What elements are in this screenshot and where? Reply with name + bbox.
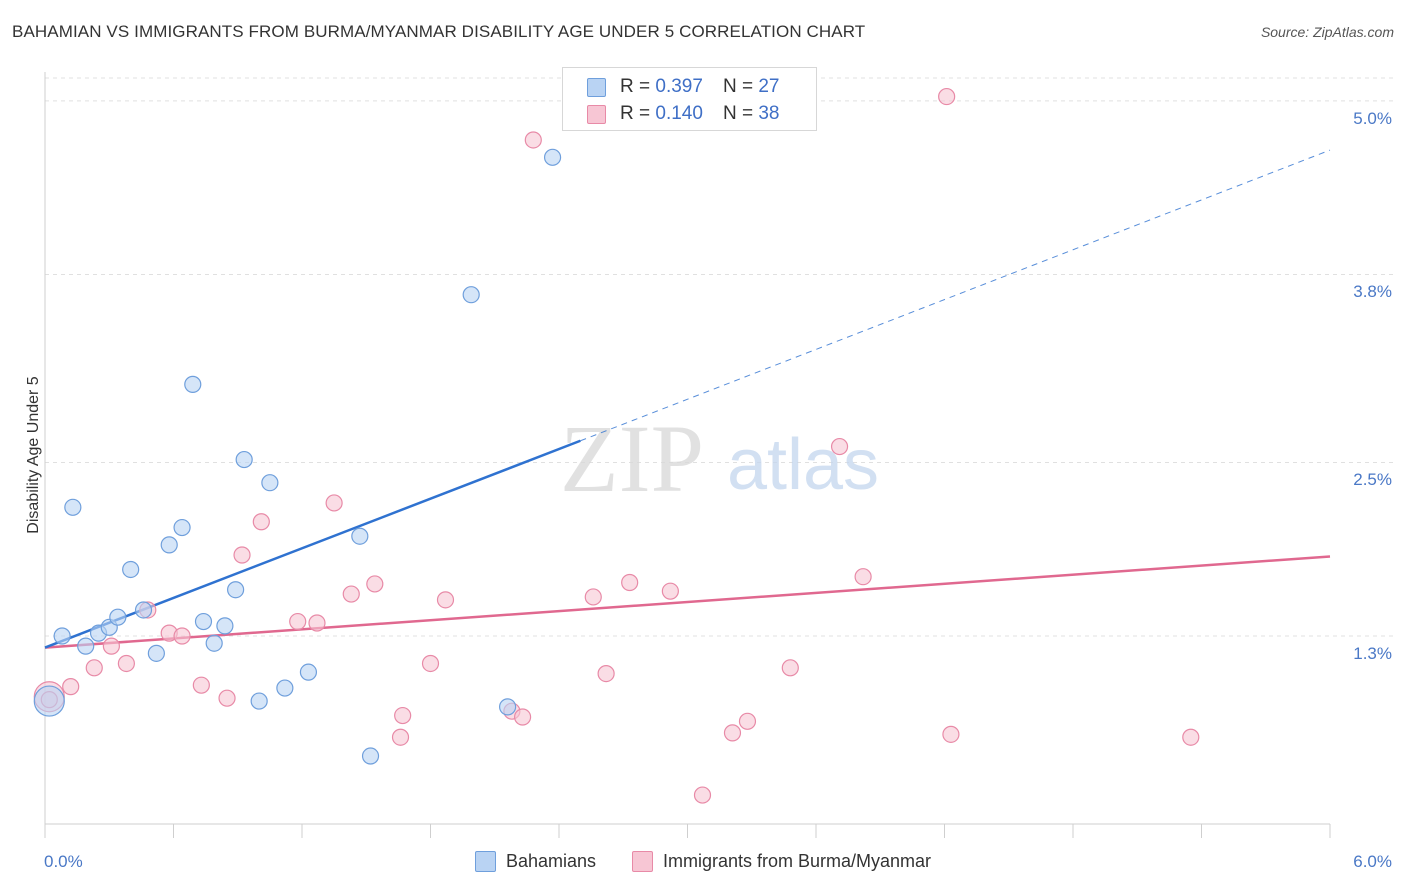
chart-source: Source: ZipAtlas.com bbox=[1260, 24, 1394, 40]
series-swatch-pink bbox=[632, 851, 653, 872]
point-burma bbox=[62, 678, 80, 696]
point-bahamians bbox=[276, 679, 294, 697]
legend-r-label: R = bbox=[620, 103, 651, 124]
point-burma bbox=[233, 546, 251, 564]
legend-r-label: R = bbox=[620, 76, 651, 97]
legend-r-value: 0.140 bbox=[655, 103, 703, 124]
point-bahamians bbox=[205, 634, 223, 652]
correlation-legend: R = 0.397 N = 27 R = 0.140 N = 38 bbox=[562, 67, 817, 131]
chart-title: BAHAMIAN VS IMMIGRANTS FROM BURMA/MYANMA… bbox=[12, 22, 866, 41]
point-burma bbox=[117, 654, 135, 673]
trend-lines bbox=[44, 149, 1331, 649]
point-burma bbox=[252, 513, 270, 531]
point-burma bbox=[584, 588, 602, 606]
point-burma bbox=[781, 659, 799, 677]
point-bahamians bbox=[160, 536, 178, 554]
trend-line-bahamians bbox=[44, 439, 581, 649]
point-bahamians bbox=[250, 692, 268, 710]
point-burma bbox=[854, 568, 872, 586]
point-bahamians bbox=[462, 286, 480, 304]
legend-row-burma: R = 0.140 N = 38 bbox=[587, 102, 779, 126]
point-bahamians bbox=[53, 627, 71, 645]
point-bahamians bbox=[64, 498, 82, 516]
point-burma bbox=[289, 612, 307, 631]
legend-n-label: N = bbox=[722, 76, 754, 97]
point-burma bbox=[421, 654, 440, 673]
point-bahamians bbox=[33, 685, 65, 717]
point-bahamians bbox=[543, 148, 562, 166]
legend-row-bahamians: R = 0.397 N = 27 bbox=[587, 75, 779, 99]
point-bahamians bbox=[261, 474, 279, 492]
legend-swatch-blue bbox=[587, 77, 606, 97]
series-label: Immigrants from Burma/Myanmar bbox=[663, 851, 932, 871]
point-bahamians bbox=[216, 617, 234, 635]
axes bbox=[44, 72, 1331, 838]
y-tick-label: 5.0% bbox=[1353, 108, 1392, 128]
point-burma bbox=[394, 706, 412, 725]
point-burma bbox=[738, 712, 757, 730]
point-burma bbox=[513, 708, 532, 726]
watermark-zip: ZIP bbox=[560, 405, 704, 512]
x-tick-left: 0.0% bbox=[44, 852, 83, 871]
y-tick-label: 2.5% bbox=[1353, 470, 1392, 490]
point-bahamians bbox=[122, 560, 140, 579]
point-bahamians bbox=[351, 527, 369, 545]
point-burma bbox=[342, 585, 360, 603]
point-bahamians bbox=[235, 450, 253, 469]
trend-line-bahamians-extension bbox=[580, 149, 1331, 442]
point-burma bbox=[192, 676, 210, 694]
series-swatch-blue bbox=[474, 851, 496, 872]
point-burma bbox=[723, 724, 742, 742]
point-burma bbox=[366, 575, 384, 593]
trend-line-burma bbox=[44, 555, 1331, 649]
legend-swatch-pink bbox=[587, 104, 606, 124]
point-burma bbox=[597, 664, 615, 683]
point-burma bbox=[102, 637, 120, 655]
point-burma bbox=[830, 437, 849, 456]
point-bahamians bbox=[194, 612, 213, 631]
point-bahamians bbox=[134, 601, 153, 619]
legend-n-value: 38 bbox=[758, 103, 780, 124]
point-burma bbox=[173, 627, 191, 645]
point-burma bbox=[938, 87, 956, 106]
point-burma bbox=[942, 725, 960, 743]
x-tick-right: 6.0% bbox=[1353, 852, 1392, 871]
point-burma bbox=[661, 582, 679, 600]
point-burma bbox=[308, 614, 326, 632]
y-tick-label: 3.8% bbox=[1353, 282, 1392, 302]
point-bahamians bbox=[109, 608, 127, 626]
point-bahamians bbox=[299, 663, 318, 681]
point-burma bbox=[524, 131, 542, 149]
watermark-atlas: atlas bbox=[727, 425, 879, 505]
data-points bbox=[33, 87, 1200, 804]
legend-n-label: N = bbox=[722, 103, 754, 124]
point-burma bbox=[693, 786, 712, 804]
point-bahamians bbox=[173, 518, 191, 537]
series-legend: Bahamians Immigrants from Burma/Myanmar bbox=[0, 851, 1406, 872]
series-legend-bahamians: Bahamians bbox=[474, 851, 596, 872]
point-bahamians bbox=[147, 644, 165, 662]
point-burma bbox=[1182, 728, 1200, 746]
y-tick-label: 1.3% bbox=[1353, 644, 1392, 663]
point-burma bbox=[391, 728, 410, 746]
legend-r-value: 0.397 bbox=[655, 76, 703, 97]
point-bahamians bbox=[77, 637, 95, 655]
point-burma bbox=[436, 591, 455, 609]
point-bahamians bbox=[361, 747, 380, 765]
point-burma bbox=[85, 659, 103, 677]
point-burma bbox=[621, 573, 639, 592]
legend-n-value: 27 bbox=[758, 76, 780, 97]
point-burma bbox=[325, 494, 343, 512]
point-burma bbox=[218, 689, 236, 707]
point-bahamians bbox=[184, 375, 202, 393]
point-bahamians bbox=[499, 698, 517, 716]
series-legend-burma: Immigrants from Burma/Myanmar bbox=[632, 851, 931, 872]
series-label: Bahamians bbox=[505, 851, 596, 871]
point-bahamians bbox=[227, 581, 245, 599]
